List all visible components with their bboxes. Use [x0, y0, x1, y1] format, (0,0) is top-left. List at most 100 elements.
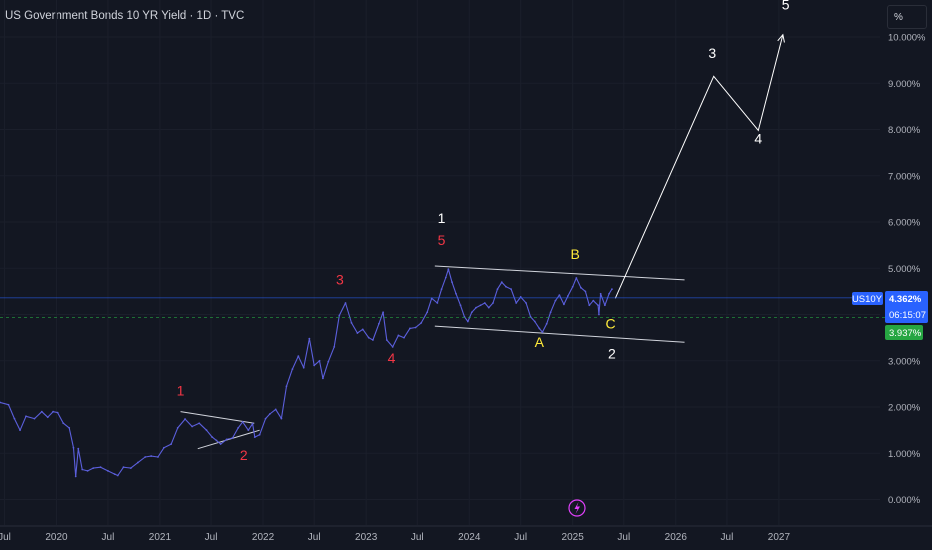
- scale-percent-button[interactable]: %: [887, 5, 927, 29]
- level-tag-value: 3.937%: [889, 328, 922, 339]
- data-point: [113, 473, 116, 476]
- data-point: [215, 439, 218, 442]
- x-tick-label: Jul: [308, 532, 321, 543]
- data-point: [247, 429, 250, 432]
- data-point: [505, 285, 507, 288]
- data-point: [500, 281, 503, 284]
- data-point: [302, 366, 305, 369]
- data-point: [237, 426, 240, 429]
- level-tag[interactable]: 3.937%: [885, 325, 923, 340]
- data-point: [13, 417, 16, 420]
- y-tick-label: 8.000%: [888, 125, 921, 136]
- wave-label: 5: [782, 0, 790, 12]
- data-point: [0, 401, 1, 404]
- data-point: [333, 346, 336, 348]
- data-point: [253, 436, 256, 439]
- data-point: [7, 403, 10, 406]
- data-point: [584, 290, 587, 293]
- x-axis[interactable]: Jul 2020 Jul 2021 Jul 2022 Jul 2023 Jul 2024 Jul 20…: [0, 525, 932, 550]
- data-point: [549, 311, 552, 314]
- wave-label: 4: [388, 350, 396, 366]
- x-tick-label: Jul: [205, 532, 218, 543]
- wave-label: 1: [438, 210, 446, 226]
- data-point: [361, 328, 364, 331]
- data-point: [99, 466, 102, 469]
- wave-label: 3: [336, 271, 344, 287]
- data-point: [554, 299, 557, 302]
- data-point: [367, 336, 370, 339]
- data-point: [420, 321, 423, 324]
- x-tick-label: 2024: [458, 532, 481, 543]
- x-tick-label: 2020: [45, 532, 68, 543]
- data-point: [487, 306, 490, 309]
- data-point: [440, 288, 443, 290]
- data-point: [403, 336, 405, 339]
- data-point: [313, 364, 316, 367]
- wave-label: 3: [708, 45, 716, 61]
- lightning-icon[interactable]: [568, 499, 586, 517]
- data-point: [62, 422, 65, 425]
- data-point: [191, 425, 194, 428]
- data-point: [297, 355, 300, 358]
- data-point: [382, 311, 385, 314]
- data-point: [40, 410, 43, 413]
- data-point: [344, 302, 347, 304]
- data-point: [52, 410, 55, 413]
- projection-arrowhead: [777, 33, 785, 43]
- data-point: [447, 268, 450, 271]
- data-point: [538, 327, 541, 330]
- data-point: [597, 304, 600, 307]
- y-axis[interactable]: 0.000%1.000%2.000%3.000%4.000%5.000%6.00…: [888, 33, 926, 507]
- countdown-text: 06:15:07: [889, 310, 926, 321]
- data-point: [566, 295, 569, 297]
- y-tick-label: 9.000%: [888, 79, 921, 90]
- trendline[interactable]: [434, 265, 685, 281]
- data-point: [496, 288, 499, 290]
- data-point: [409, 327, 411, 330]
- data-point: [350, 321, 353, 324]
- data-point: [198, 422, 201, 425]
- data-point: [510, 288, 512, 290]
- x-tick-label: 2026: [665, 532, 688, 543]
- projection-path[interactable]: [614, 34, 784, 299]
- x-tick-label: Jul: [721, 532, 734, 543]
- data-point: [144, 456, 147, 458]
- data-point: [483, 302, 486, 304]
- projection[interactable]: [614, 33, 785, 299]
- y-tick-label: 6.000%: [888, 218, 921, 229]
- price-series: [0, 268, 613, 478]
- wave-label: 5: [438, 232, 446, 248]
- data-point: [563, 303, 565, 306]
- data-point: [219, 443, 222, 445]
- data-point: [515, 302, 518, 304]
- data-point: [56, 411, 59, 414]
- data-point: [459, 304, 462, 307]
- data-point: [608, 292, 611, 295]
- data-point: [377, 322, 380, 325]
- y-tick-label: 3.000%: [888, 356, 921, 367]
- data-point: [176, 426, 179, 429]
- x-tick-label: Jul: [0, 532, 11, 543]
- price-tag-value: 4.362%: [889, 294, 922, 305]
- data-point: [414, 326, 417, 329]
- data-point: [274, 408, 277, 411]
- data-point: [385, 339, 388, 341]
- data-point: [122, 466, 125, 469]
- chart-title: US Government Bonds 10 YR Yield · 1D · T…: [5, 10, 245, 22]
- symbol-tag[interactable]: US10Y: [852, 292, 883, 305]
- data-point: [231, 437, 234, 439]
- x-tick-label: 2027: [768, 532, 791, 543]
- data-point: [356, 332, 359, 334]
- data-point: [588, 304, 591, 307]
- wave-label: A: [535, 334, 545, 350]
- data-point: [86, 469, 89, 472]
- y-tick-label: 0.000%: [888, 495, 921, 506]
- price-tag[interactable]: 4.362% 06:15:07: [885, 291, 928, 323]
- wave-label: 2: [240, 447, 248, 463]
- x-tick-label: 2023: [355, 532, 378, 543]
- data-point: [599, 292, 602, 295]
- data-point: [251, 422, 254, 425]
- trendline[interactable]: [434, 325, 685, 343]
- data-point: [479, 304, 482, 307]
